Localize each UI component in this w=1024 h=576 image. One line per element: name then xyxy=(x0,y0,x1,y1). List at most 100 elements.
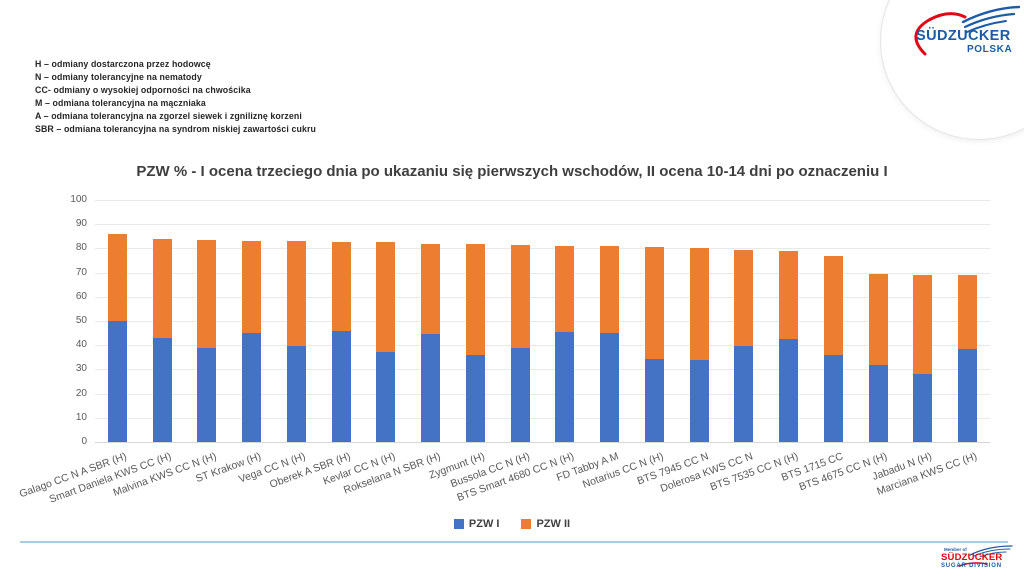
gridline xyxy=(95,369,990,371)
footer-brand-text: SÜDZUCKER xyxy=(941,552,1003,563)
bar-segment-pzwi xyxy=(421,334,441,442)
y-tick-label: 100 xyxy=(70,194,87,205)
bar-segment-pzwii xyxy=(734,249,754,347)
sudzucker-logo-subtext: POLSKA xyxy=(967,44,1013,55)
bar-segment-pzwii xyxy=(331,242,351,331)
bar-bts-7535-cc-n-h- xyxy=(779,250,799,442)
gridline xyxy=(95,442,990,443)
bar-segment-pzwi xyxy=(689,359,709,442)
bar-segment-pzwii xyxy=(510,244,530,348)
abbreviation-line: SBR – odmiana tolerancyjna na syndrom ni… xyxy=(35,123,316,134)
bar-segment-pzwi xyxy=(510,347,530,442)
abbreviation-line: H – odmiany dostarczona przez hodowcę xyxy=(35,59,211,69)
gridline xyxy=(95,272,990,274)
sudzucker-logo-text: SÜDZUCKER xyxy=(916,28,1011,44)
bar-segment-pzwii xyxy=(286,241,306,347)
bar-segment-pzwi xyxy=(913,374,933,442)
legend-swatch-pzw1-icon xyxy=(453,519,464,529)
bar-notarius-cc-n-h- xyxy=(644,247,664,442)
abbreviation-line: M – odmiana tolerancyjna na mączniaka xyxy=(35,97,206,108)
bar-segment-pzwi xyxy=(555,331,575,442)
bar-smart-daniela-kws-cc-h- xyxy=(152,238,172,442)
bar-bts-7945-cc-n xyxy=(689,248,709,442)
gridline xyxy=(95,417,990,419)
bar-segment-pzwii xyxy=(823,255,843,355)
bar-segment-pzwii xyxy=(779,250,799,340)
footer-red-swoosh-icon xyxy=(958,562,988,567)
bar-galago-cc-n-a-sbr-h- xyxy=(107,233,127,442)
bar-segment-pzwii xyxy=(689,248,709,360)
bar-segment-pzwii xyxy=(376,242,396,353)
bar-jabadu-n-h- xyxy=(913,275,933,442)
bar-segment-pzwi xyxy=(779,339,799,442)
y-tick-label: 20 xyxy=(75,387,87,399)
abbreviation-legend: H – odmiany dostarczona przez hodowcę N … xyxy=(35,58,316,135)
bar-segment-pzwi xyxy=(107,321,127,442)
bar-kevlar-cc-n-h- xyxy=(376,242,396,442)
bar-segment-pzwii xyxy=(644,247,664,359)
bar-segment-pzwii xyxy=(555,245,575,332)
bar-bussola-cc-n-h- xyxy=(510,244,530,442)
bar-segment-pzwii xyxy=(421,243,441,335)
bar-segment-pzwi xyxy=(286,346,306,442)
bar-dolerosa-kws-cc-n xyxy=(734,249,754,442)
bar-vega-cc-n-h- xyxy=(286,241,306,442)
bar-segment-pzwi xyxy=(823,354,843,442)
bar-segment-pzwii xyxy=(242,241,262,334)
bar-segment-pzwi xyxy=(465,354,485,442)
y-tick-label: 30 xyxy=(75,363,87,375)
logo-swoosh-icon xyxy=(914,5,1021,56)
footer-member-text: Member of xyxy=(944,547,967,552)
bar-segment-pzwi xyxy=(376,352,396,442)
bar-segment-pzwii xyxy=(107,233,127,321)
gridline xyxy=(95,200,990,201)
bar-segment-pzwi xyxy=(734,346,754,442)
bar-zygmunt-h- xyxy=(465,243,485,442)
bar-fd-tabby-a-m xyxy=(600,246,620,442)
bar-segment-pzwi xyxy=(331,330,351,442)
bar-malvina-kws-cc-n-h- xyxy=(197,239,217,442)
legend-item-pzw1: PZW I xyxy=(453,518,499,530)
gridline xyxy=(95,393,990,395)
bar-segment-pzwii xyxy=(465,243,485,355)
footer-swoosh-icon xyxy=(969,545,1013,557)
y-tick-label: 10 xyxy=(75,411,87,423)
gridline xyxy=(95,296,990,298)
gridline xyxy=(95,224,990,226)
bar-segment-pzwii xyxy=(197,239,217,348)
bar-bts-1715-cc xyxy=(823,255,843,442)
bar-segment-pzwi xyxy=(600,333,620,442)
footer-division-text: SUGAR DIVISION xyxy=(941,563,1002,569)
bar-segment-pzwi xyxy=(868,364,888,442)
y-tick-label: 90 xyxy=(75,218,87,230)
sugar-division-logo: Member of SÜDZUCKER SUGAR DIVISION xyxy=(938,545,1014,573)
bar-segment-pzwi xyxy=(958,348,978,442)
abbreviation-line: CC- odmiany o wysokiej odporności na chw… xyxy=(35,84,251,95)
bar-st-krakow-h- xyxy=(242,241,262,442)
plot-area xyxy=(95,200,990,443)
bar-segment-pzwi xyxy=(152,337,172,442)
bar-segment-pzwii xyxy=(868,273,888,365)
bar-segment-pzwi xyxy=(242,333,262,442)
abbreviation-line: N – odmiany tolerancyjne na nematody xyxy=(35,71,202,82)
y-tick-label: 50 xyxy=(75,315,87,326)
bar-segment-pzwii xyxy=(958,275,978,349)
y-tick-label: 60 xyxy=(75,290,87,302)
bar-marciana-kws-cc-h- xyxy=(958,275,978,442)
bar-bts-smart-4680-cc-n-h- xyxy=(555,245,575,442)
bar-rokselana-n-sbr-h- xyxy=(421,243,441,442)
gridline xyxy=(95,248,990,250)
gridline xyxy=(95,345,990,347)
bar-segment-pzwii xyxy=(600,246,620,334)
footer-divider xyxy=(20,541,1008,543)
chart-legend: PZW I PZW II xyxy=(0,518,1024,530)
gridline xyxy=(95,321,990,322)
legend-item-pzw2: PZW II xyxy=(521,518,570,530)
bar-segment-pzwii xyxy=(913,275,933,375)
y-tick-label: 70 xyxy=(75,266,87,278)
legend-swatch-pzw2-icon xyxy=(521,519,532,529)
y-tick-label: 80 xyxy=(75,242,87,254)
bar-segment-pzwi xyxy=(644,358,664,442)
bar-bts-4675-cc-n-h- xyxy=(868,273,888,442)
